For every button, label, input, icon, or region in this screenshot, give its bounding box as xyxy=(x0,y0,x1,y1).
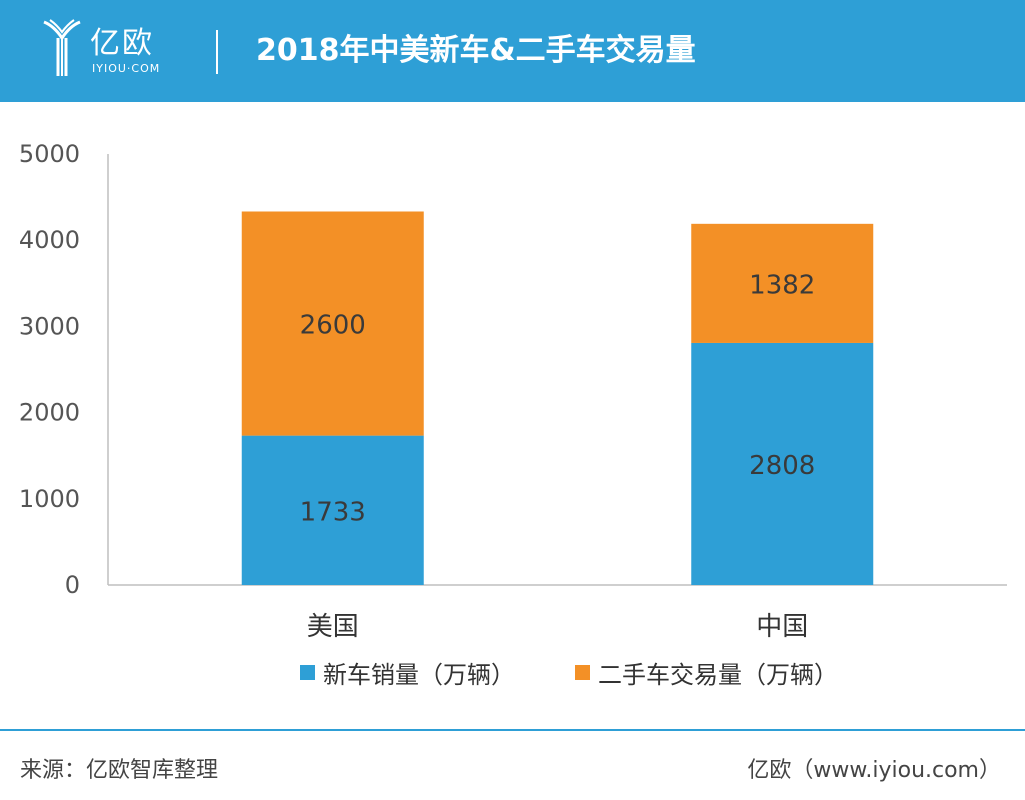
chart-title: 2018年中美新车&二手车交易量 xyxy=(256,33,696,68)
y-tick-label: 2000 xyxy=(19,399,80,427)
header-divider xyxy=(216,30,218,74)
x-category-label: 美国 xyxy=(307,612,359,642)
stacked-bar-chart: 0 1000 2000 3000 4000 5000 1733 2600 美国 2808 1382 中… xyxy=(19,140,1007,642)
legend-swatch-used-car xyxy=(575,664,590,680)
bar-new-car xyxy=(691,342,874,585)
legend-label-new-car: 新车销量（万辆） xyxy=(323,660,515,689)
data-label: 1382 xyxy=(749,270,815,300)
header-bar: 亿欧 IYIOU·COM 2018年中美新车&二手车交易量 xyxy=(0,0,1025,102)
y-tick-label: 5000 xyxy=(19,140,80,168)
chart-legend: 新车销量（万辆） 二手车交易量（万辆） xyxy=(300,655,898,689)
x-category-label: 中国 xyxy=(756,612,808,642)
legend-item-new-car: 新车销量（万辆） xyxy=(300,655,515,690)
y-tick-label: 4000 xyxy=(19,226,80,254)
y-tick-label: 1000 xyxy=(19,485,80,513)
y-tick-label: 3000 xyxy=(19,312,80,340)
legend-swatch-new-car xyxy=(300,664,315,680)
iyiou-logo: 亿欧 IYIOU·COM xyxy=(40,16,200,82)
logo-subtitle: IYIOU·COM xyxy=(92,62,161,75)
bar-new-car xyxy=(241,435,424,585)
footer-rule xyxy=(0,729,1025,731)
bar-used-car xyxy=(241,211,424,436)
data-label: 2808 xyxy=(749,451,815,481)
legend-label-used-car: 二手车交易量（万辆） xyxy=(598,660,838,689)
source-note: 来源：亿欧智库整理 xyxy=(20,758,219,783)
iyiou-logo-icon xyxy=(43,19,81,76)
site-credit: 亿欧（www.iyiou.com） xyxy=(747,758,1001,783)
legend-item-used-car: 二手车交易量（万辆） xyxy=(575,655,838,690)
y-tick-label: 0 xyxy=(65,571,80,599)
logo-wordmark: 亿欧 xyxy=(90,26,154,61)
data-label: 1733 xyxy=(300,497,366,527)
data-label: 2600 xyxy=(300,311,366,341)
bar-used-car xyxy=(691,223,874,343)
